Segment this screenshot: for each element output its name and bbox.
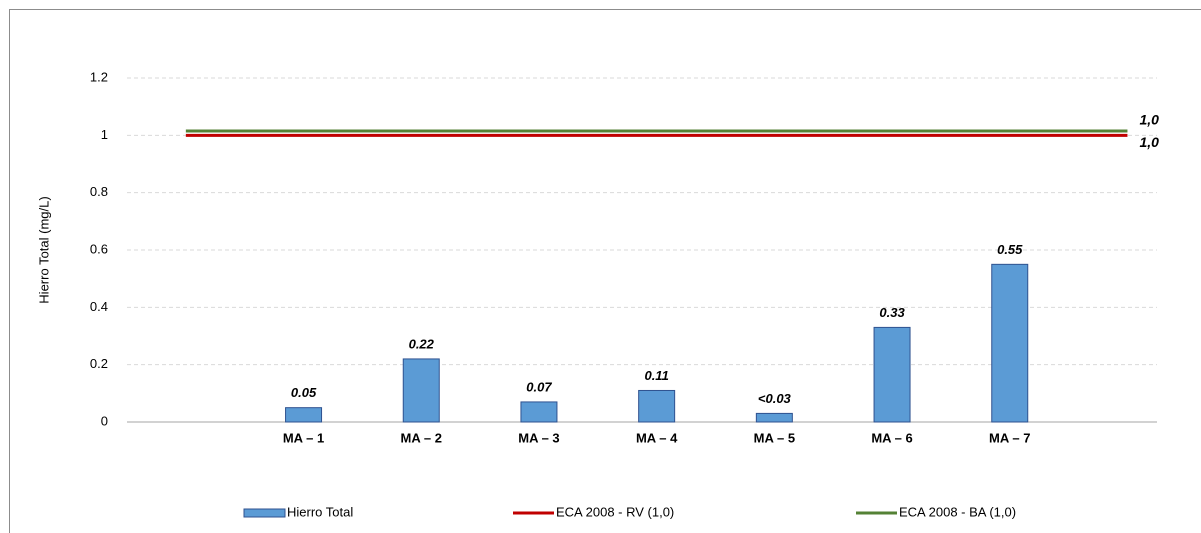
x-tick-label: MA – 6 (871, 430, 912, 445)
x-tick-label: MA – 3 (518, 430, 559, 445)
y-tick-label: 0.8 (90, 184, 108, 199)
x-tick-label: MA – 4 (636, 430, 678, 445)
x-tick-label: MA – 5 (754, 430, 795, 445)
value-label: 0.22 (409, 336, 435, 351)
bar (638, 389, 676, 423)
x-tick-label: MA – 2 (401, 430, 442, 445)
y-tick-label: 0.2 (90, 356, 108, 371)
y-tick-label: 0.6 (90, 241, 108, 256)
value-label: 0.07 (526, 379, 552, 394)
bar (285, 407, 323, 423)
line-end-label: 1,0 (1139, 112, 1159, 128)
chart-border (9, 9, 1201, 533)
x-tick-label: MA – 7 (989, 430, 1030, 445)
value-label: 0.05 (291, 385, 317, 400)
legend-label: ECA 2008 - RV (1,0) (556, 504, 674, 519)
legend-label: ECA 2008 - BA (1,0) (899, 504, 1016, 519)
y-tick-label: 1 (101, 127, 108, 142)
line-end-label: 1,0 (1139, 134, 1159, 150)
bar (873, 326, 911, 423)
legend-label: Hierro Total (287, 504, 353, 519)
legend-swatch (243, 508, 286, 518)
bar (991, 263, 1029, 423)
value-label: 0.33 (879, 305, 905, 320)
value-label: 0.11 (644, 368, 668, 383)
value-label: <0.03 (758, 391, 792, 406)
y-tick-label: 0 (101, 413, 108, 428)
bar (520, 401, 558, 423)
y-axis-label: Hierro Total (mg/L) (36, 196, 51, 303)
y-tick-label: 0.4 (90, 299, 108, 314)
y-tick-label: 1.2 (90, 69, 108, 84)
x-tick-label: MA – 1 (283, 430, 324, 445)
value-label: 0.55 (997, 242, 1023, 257)
bar (402, 358, 440, 423)
bar (755, 412, 793, 423)
